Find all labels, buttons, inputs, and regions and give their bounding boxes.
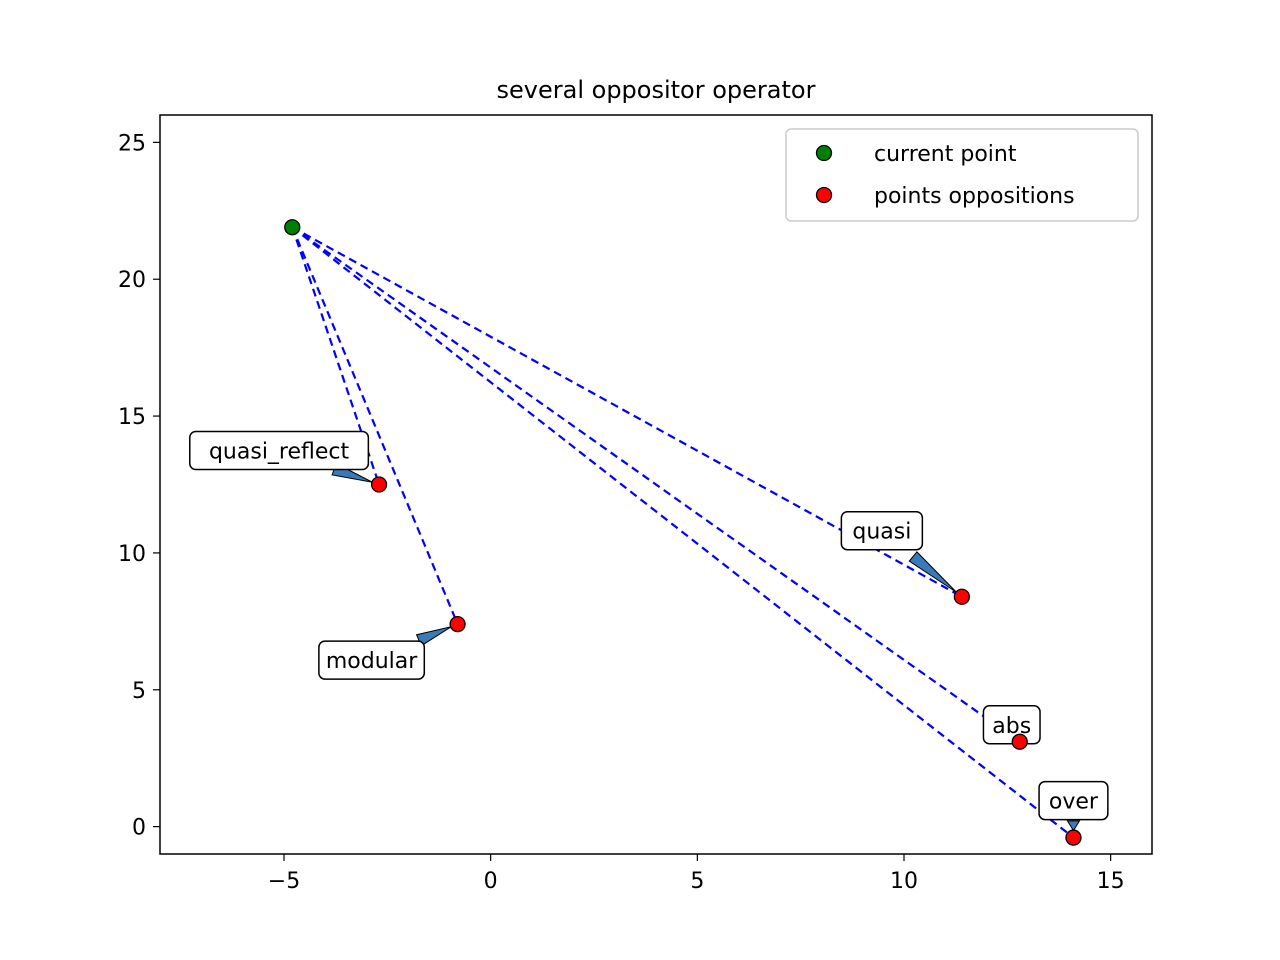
opposition-point [953, 588, 971, 605]
chart-title: several oppositor operator [497, 76, 816, 104]
x-tick-label: 5 [690, 869, 704, 894]
annotation-label: modular [326, 649, 418, 674]
annotation-box [840, 510, 924, 551]
legend-frame [785, 128, 1139, 222]
y-tick-label: 0 [132, 816, 146, 841]
axes-frame [159, 114, 1153, 855]
y-tick-label: 5 [132, 679, 146, 704]
annotation-arrow [1066, 820, 1081, 832]
y-tick-label: 20 [118, 268, 146, 293]
x-tick-label: −5 [268, 869, 300, 894]
annotation-arrow [908, 551, 957, 593]
data-points [284, 219, 1082, 846]
y-tick-label: 10 [118, 542, 146, 567]
annotation-box [318, 640, 426, 680]
opposition-point [449, 615, 466, 633]
annotation-label: quasi [852, 520, 911, 545]
opposition-lines [291, 226, 1075, 839]
current-point-marker [284, 219, 301, 236]
legend: current point points oppositions [785, 128, 1139, 222]
annotation-label: over [1049, 790, 1099, 815]
opposition-point [1065, 829, 1082, 846]
annotation-label: quasi_reflect [209, 440, 350, 465]
opposition-point [370, 476, 388, 493]
x-tick-label: 10 [890, 869, 918, 894]
legend-marker [815, 144, 833, 162]
opposition-line [291, 226, 1021, 743]
annotation-box [1038, 780, 1109, 821]
x-tick-label: 15 [1097, 869, 1125, 894]
legend-marker [815, 186, 833, 204]
legend-label: current point [874, 142, 1017, 167]
annotation-arrow [415, 626, 452, 647]
annotation-label: abs [992, 714, 1031, 739]
opposition-line [291, 226, 1075, 839]
annotation-box [189, 430, 370, 471]
opposition-point [1011, 733, 1028, 750]
y-axis: 0 5 10 15 20 25 [118, 131, 160, 841]
annotation-box [982, 705, 1041, 745]
y-tick-label: 25 [118, 131, 146, 156]
opposition-line [291, 226, 459, 625]
legend-label: points oppositions [874, 184, 1075, 209]
x-tick-label: 0 [484, 869, 498, 894]
y-tick-label: 15 [118, 405, 146, 430]
x-axis: −5 0 5 10 15 [268, 854, 1125, 894]
